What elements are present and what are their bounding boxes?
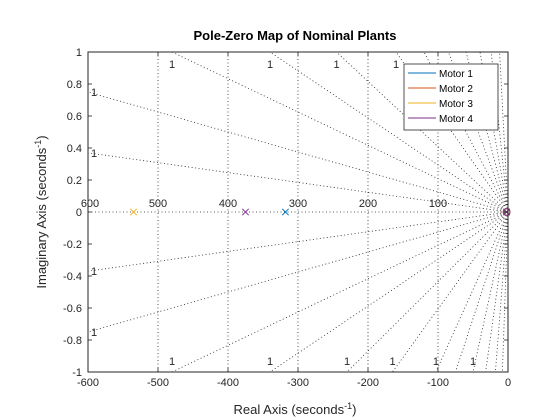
damping-label-bottom: 1 <box>389 356 395 368</box>
y-tick-label: 0.4 <box>67 143 82 155</box>
x-tick-label: -500 <box>147 377 169 389</box>
chart-title: Pole-Zero Map of Nominal Plants <box>194 28 397 43</box>
frequency-label: 600 <box>81 198 99 210</box>
damping-grid-line <box>499 51 509 213</box>
y-axis-label-text: Imaginary Axis (seconds <box>34 147 49 288</box>
legend: Motor 1 Motor 2 Motor 3 Motor 4 <box>403 63 499 131</box>
x-axis-label-close: ) <box>352 402 356 417</box>
damping-grid-line <box>435 211 509 373</box>
damping-label-bottom: 1 <box>169 356 175 368</box>
damping-grid-line <box>269 211 509 373</box>
pole-marker <box>241 208 250 216</box>
frequency-label: 200 <box>359 198 377 210</box>
damping-grid-line <box>87 211 509 333</box>
damping-label-left: 1 <box>91 148 97 160</box>
pole-marker <box>129 208 138 216</box>
damping-grid-line <box>448 51 509 213</box>
x-tick-label: -100 <box>427 377 449 389</box>
damping-grid-line <box>269 51 509 213</box>
damping-grid-line <box>485 211 509 373</box>
y-tick-label: -0.4 <box>63 271 82 283</box>
x-tick-label: -300 <box>287 377 309 389</box>
x-tick-label: 0 <box>505 377 511 389</box>
damping-grid-line <box>495 211 509 373</box>
damping-grid-line <box>87 211 509 272</box>
frequency-label: 300 <box>289 198 307 210</box>
damping-label-left: 1 <box>91 266 97 278</box>
x-axis-label-exponent: -1 <box>344 401 352 411</box>
pole-marker-stroke <box>241 208 250 216</box>
damping-label-top: 1 <box>333 59 339 71</box>
y-tick-label: -1 <box>72 367 82 379</box>
y-tick-label: 0.2 <box>67 175 82 187</box>
damping-grid-line <box>171 51 509 213</box>
damping-label-left: 1 <box>91 87 97 99</box>
y-tick-label: -0.2 <box>63 239 82 251</box>
y-tick-label: 0.8 <box>67 79 82 91</box>
damping-grid-line <box>87 152 509 213</box>
damping-label-bottom: 1 <box>470 356 476 368</box>
damping-grid-line <box>336 51 509 213</box>
y-tick-label: -0.6 <box>63 303 82 315</box>
damping-grid-line <box>455 211 509 373</box>
damping-grid-line <box>479 51 509 213</box>
damping-label-bottom: 1 <box>433 356 439 368</box>
frequency-label: 400 <box>219 198 237 210</box>
legend-box <box>403 63 499 131</box>
y-axis-label: Imaginary Axis (seconds-1) <box>33 135 49 288</box>
zero-marker <box>502 208 511 216</box>
legend-entry: Motor 3 <box>439 99 473 110</box>
x-axis-label-text: Real Axis (seconds <box>234 402 345 417</box>
frequency-label: 100 <box>429 198 447 210</box>
damping-grid-line <box>171 211 509 373</box>
y-axis-label-exponent: -1 <box>33 140 43 148</box>
x-axis-label: Real Axis (seconds-1) <box>234 401 357 417</box>
damping-label-left: 1 <box>91 327 97 339</box>
pole-marker-stroke <box>129 208 138 216</box>
y-tick-label: 1 <box>76 47 82 59</box>
x-tick-label: -200 <box>357 377 379 389</box>
damping-label-bottom: 1 <box>344 356 350 368</box>
pole-marker <box>281 208 289 216</box>
y-tick-label: -0.8 <box>63 335 82 347</box>
y-tick-label: 0.6 <box>67 111 82 123</box>
legend-entry: Motor 1 <box>439 69 473 80</box>
x-tick-label: -600 <box>77 377 99 389</box>
frequency-label: 500 <box>149 198 167 210</box>
pole-marker-stroke <box>281 208 289 216</box>
x-tick-label: -400 <box>217 377 239 389</box>
y-axis-label-close: ) <box>34 135 49 139</box>
damping-grid-line <box>392 211 509 373</box>
y-tick-label: 0 <box>76 207 82 219</box>
damping-label-top: 1 <box>393 59 399 71</box>
damping-label-top: 1 <box>267 59 273 71</box>
damping-grid-line <box>502 211 509 373</box>
legend-entry: Motor 2 <box>439 84 473 95</box>
damping-grid-line <box>87 91 509 213</box>
damping-label-bottom: 1 <box>267 356 273 368</box>
damping-label-top: 1 <box>169 59 175 71</box>
axis-ticks: -600 -500 -400 -300 -200 -100 0 -1 -0.8 -0.6 -0.4 -… <box>63 47 511 389</box>
grid-labels: 600 500 400 300 200 100 1 1 1 1 1 1 1 1 1 1 1 1 1 1 <box>81 59 476 368</box>
legend-entry: Motor 4 <box>439 114 473 125</box>
damping-grid-line <box>346 211 509 373</box>
